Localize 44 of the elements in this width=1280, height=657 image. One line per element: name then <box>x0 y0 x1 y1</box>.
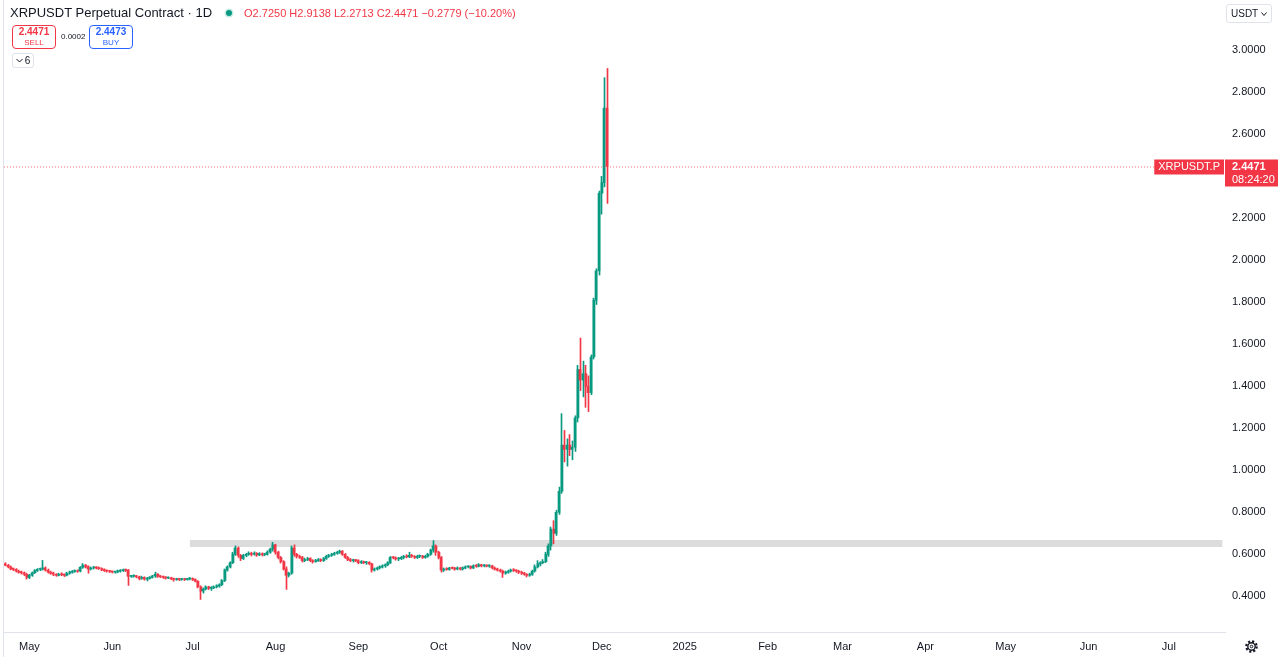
x-tick-label: Jun <box>103 639 122 652</box>
x-tick-label: Jul <box>185 639 200 652</box>
x-tick-label: 2025 <box>672 639 697 652</box>
y-tick-label: 3.0000 <box>1232 43 1266 56</box>
y-tick-label: 1.0000 <box>1232 463 1266 476</box>
sell-button: 2.4471 SELL <box>12 25 56 49</box>
buy-button: 2.4473 BUY <box>89 25 133 49</box>
y-tick-label: 0.4000 <box>1232 589 1266 602</box>
y-tick-label: 0.8000 <box>1232 505 1266 518</box>
annotation: SELL <box>24 38 44 47</box>
x-tick-label: Sep <box>348 639 369 652</box>
ref-line-label: XRPUSDT.P <box>1158 160 1221 173</box>
annotation: 0.0002 <box>61 32 86 41</box>
annotation: 2.4473 <box>95 26 127 37</box>
x-tick-label: Aug <box>265 639 286 652</box>
x-tick-label: Jun <box>1079 639 1098 652</box>
y-tick-label: 1.6000 <box>1232 337 1266 350</box>
annotation: O2.7250 H2.9138 L2.2713 C2.4471 −0.2779 (−10.20%) <box>244 6 516 19</box>
y-tick-label: 2.2000 <box>1232 211 1266 224</box>
y-tick-label: 2.6000 <box>1232 127 1266 140</box>
x-tick-label: Jul <box>1161 639 1176 652</box>
x-tick-label: Apr <box>916 639 935 652</box>
text: 2.4471 <box>1232 160 1266 173</box>
chart-title: XRPUSDT Perpetual Contract · 1D <box>10 5 213 20</box>
text: 08:24:20 <box>1232 172 1275 185</box>
x-tick-label: Oct <box>430 639 448 652</box>
x-tick-label: Nov <box>511 639 532 652</box>
candlestick <box>4 562 7 567</box>
toggle-button: 6 <box>12 53 34 68</box>
x-tick-label: May <box>19 639 41 652</box>
annotation: 6 <box>24 55 31 66</box>
y-tick-label: 0.6000 <box>1232 547 1266 560</box>
x-tick-label: Feb <box>758 639 778 652</box>
y-tick-label: 1.2000 <box>1232 421 1266 434</box>
dropdown-button: USDT <box>1226 4 1272 23</box>
x-tick-label: Dec <box>592 639 613 652</box>
y-tick-label: 1.8000 <box>1232 295 1266 308</box>
x-tick-label: Mar <box>833 639 853 652</box>
annotation: BUY <box>102 38 120 47</box>
y-tick-label: 2.0000 <box>1232 253 1266 266</box>
x-tick-label: May <box>995 639 1017 652</box>
annotation: 2.4471 <box>18 26 50 37</box>
y-tick-label: 1.4000 <box>1232 379 1266 392</box>
y-tick-label: 2.8000 <box>1232 85 1266 98</box>
